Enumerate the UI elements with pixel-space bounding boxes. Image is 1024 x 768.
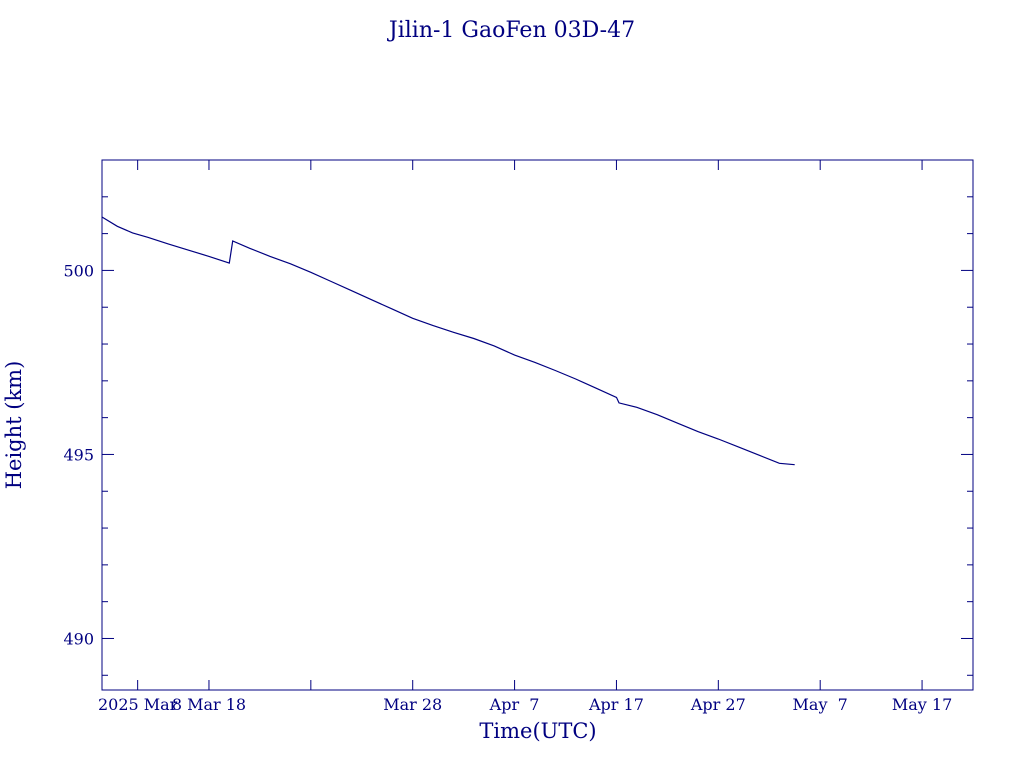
- x-tick-label: Apr 27: [690, 695, 746, 714]
- y-tick-label: 490: [63, 629, 94, 648]
- plot-frame: [101, 159, 974, 691]
- x-tick-label: 2025 Mar: [98, 695, 178, 714]
- x-tick-label: May 17: [892, 695, 952, 714]
- y-tick-label: 500: [63, 261, 94, 280]
- y-tick-label: 495: [63, 445, 94, 464]
- x-tick-label: Apr 17: [588, 695, 644, 714]
- y-axis-label: Height (km): [2, 361, 26, 490]
- series-line: [101, 216, 795, 466]
- x-axis-label: Time(UTC): [479, 719, 596, 743]
- x-tick-label: Mar 28: [383, 695, 442, 714]
- axis-ticks: [102, 159, 973, 690]
- chart-title: Jilin-1 GaoFen 03D-47: [387, 18, 635, 43]
- x-tick-label: May 7: [793, 695, 848, 714]
- x-tick-label: 8 Mar 18: [172, 695, 246, 714]
- x-tick-label: Apr 7: [489, 695, 540, 714]
